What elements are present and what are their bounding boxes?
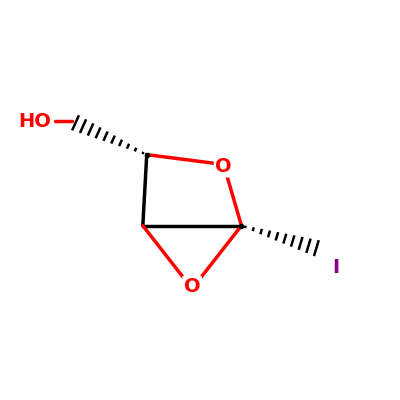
Text: HO: HO: [18, 112, 51, 131]
Text: I: I: [332, 258, 340, 276]
Text: O: O: [215, 157, 232, 176]
Text: O: O: [184, 277, 200, 296]
